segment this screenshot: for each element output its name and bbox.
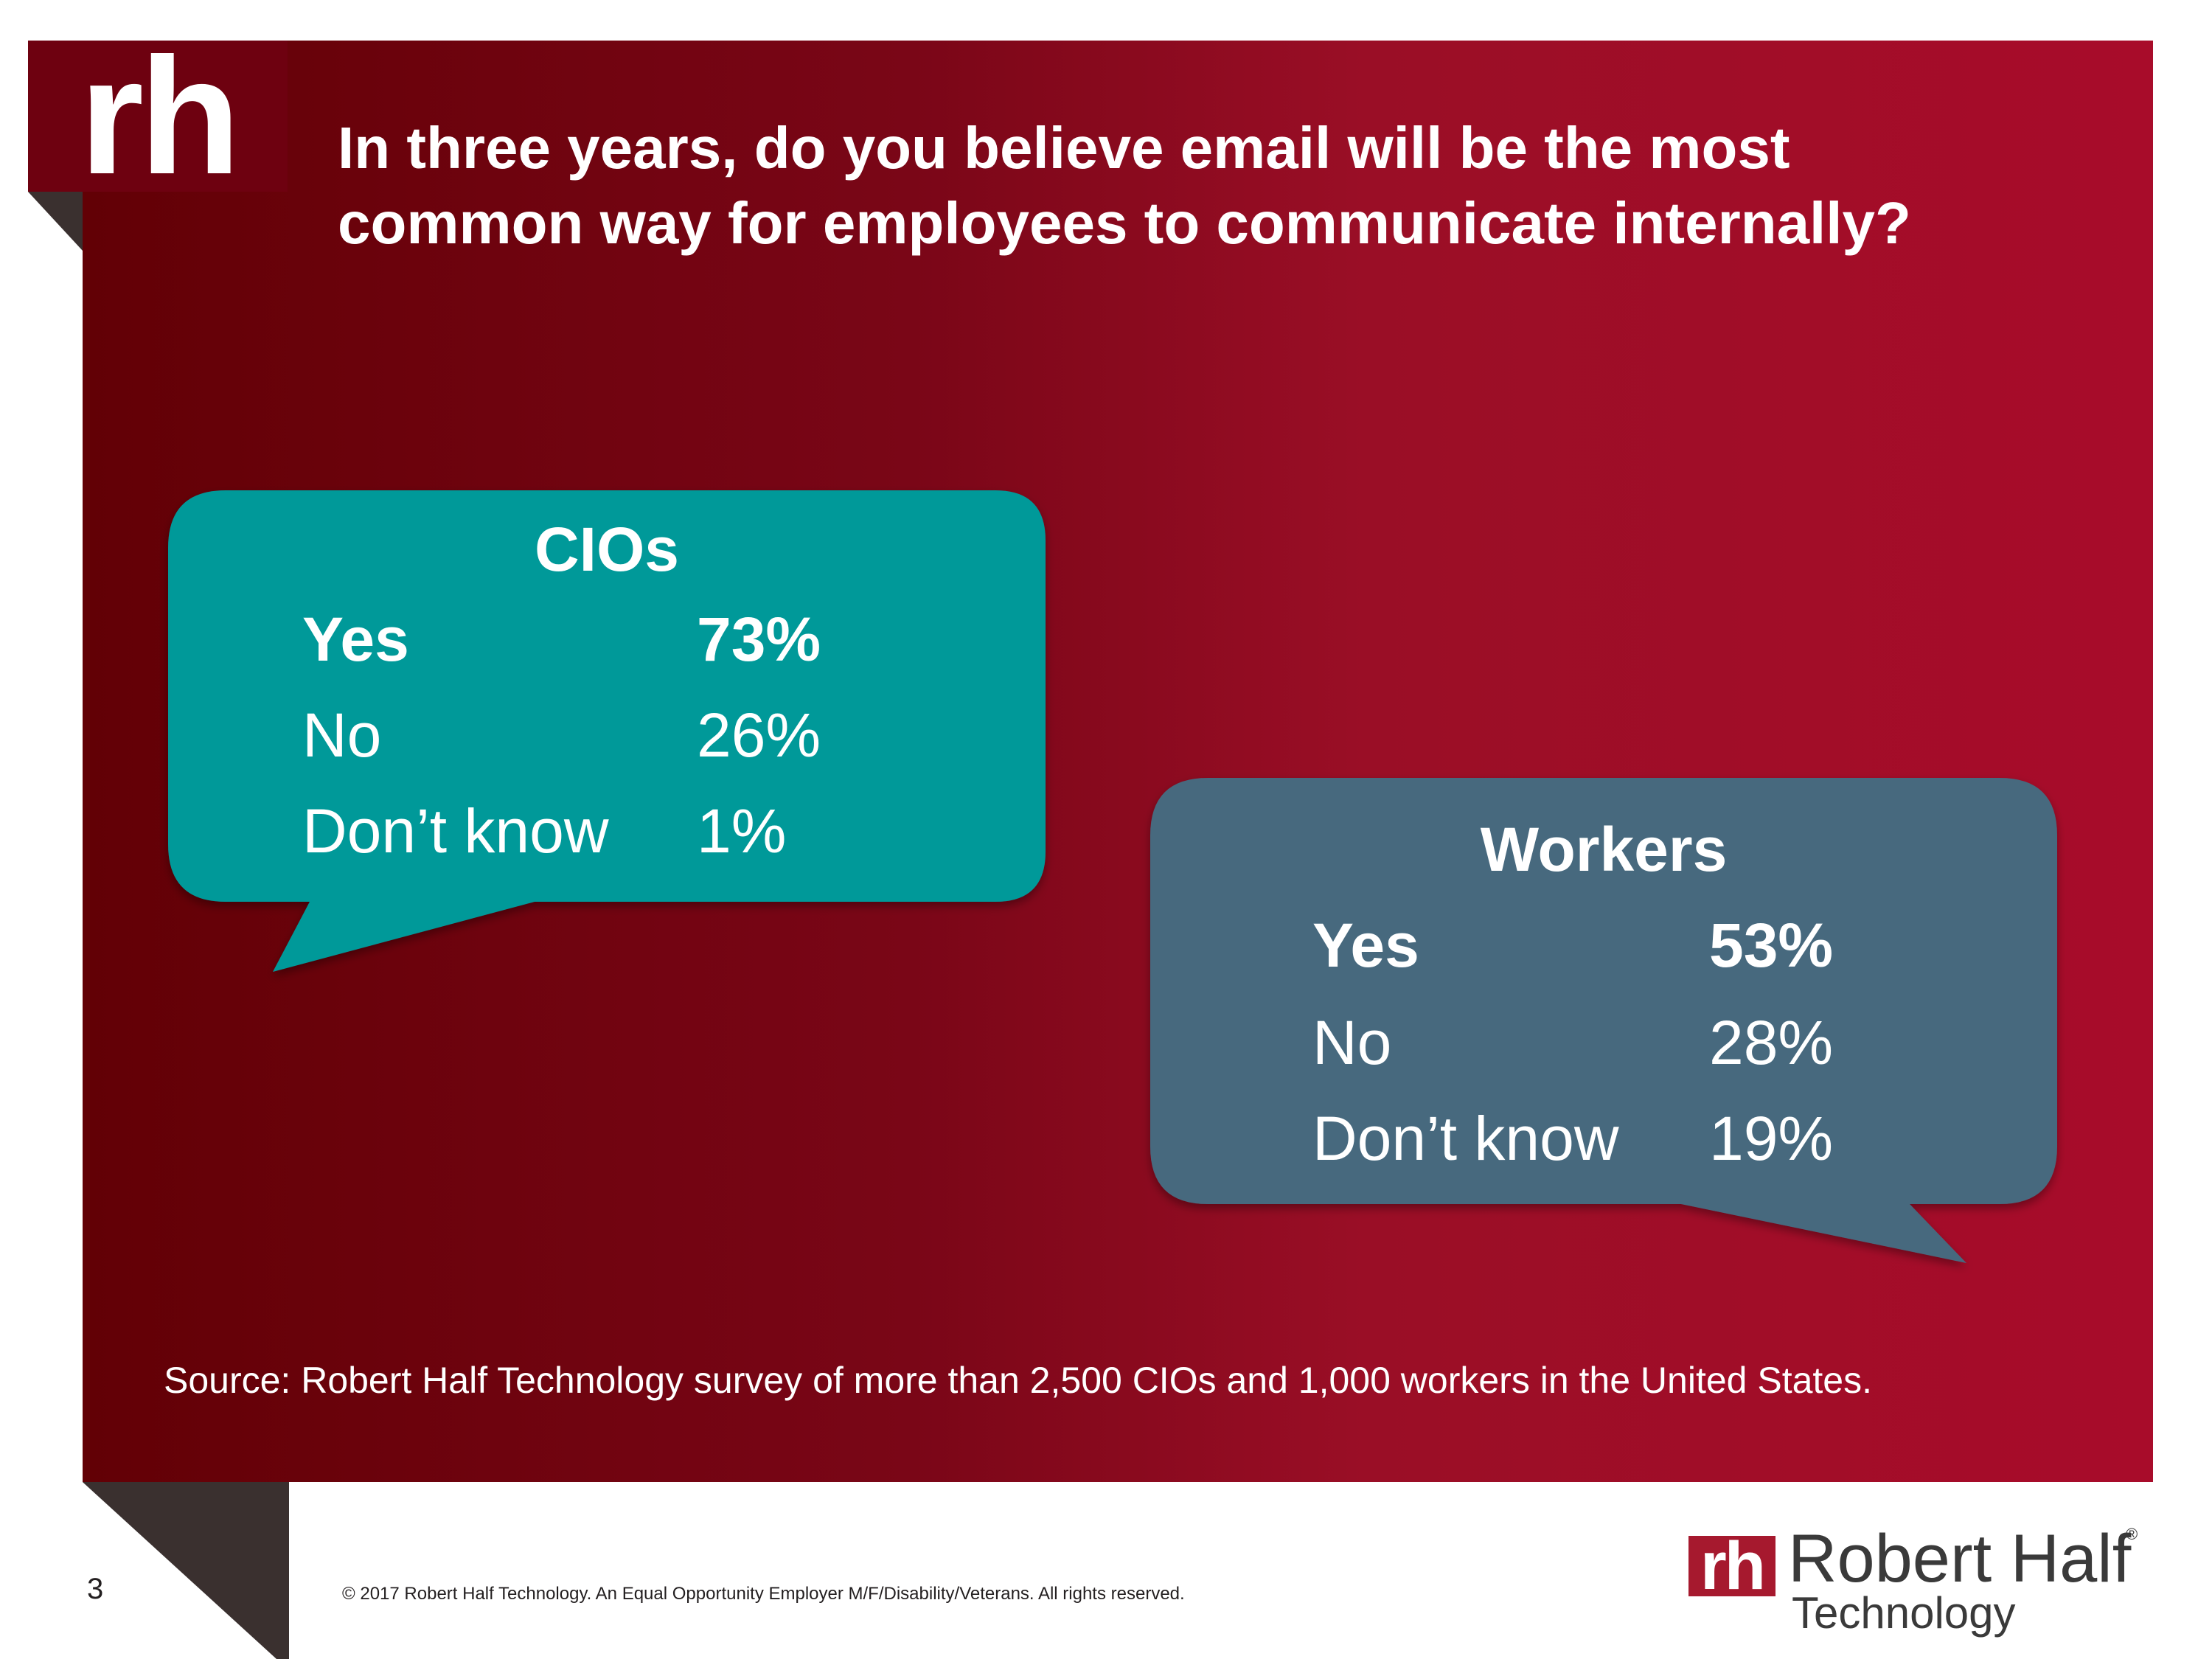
source-note: Source: Robert Half Technology survey of… xyxy=(164,1360,1872,1401)
bottom-left-corner-shape xyxy=(83,1482,289,1659)
copyright-notice: © 2017 Robert Half Technology. An Equal … xyxy=(342,1584,1185,1604)
brand-subtitle: Technology xyxy=(1792,1588,2016,1638)
cio-yes-label: Yes xyxy=(302,605,409,674)
workers-bubble xyxy=(1150,778,2057,1263)
workers-yes-value: 53% xyxy=(1709,911,1834,980)
logo-rh: rh xyxy=(79,23,241,209)
registered-mark: ® xyxy=(2126,1525,2138,1543)
cio-dontknow-label: Don’t know xyxy=(302,796,609,866)
brand-logo-mark: rh xyxy=(1688,1532,1775,1600)
workers-dontknow-label: Don’t know xyxy=(1312,1104,1619,1173)
workers-no-value: 28% xyxy=(1709,1008,1834,1077)
workers-yes-label: Yes xyxy=(1312,911,1419,980)
top-left-corner-shadow xyxy=(28,192,83,251)
page-number: 3 xyxy=(87,1573,104,1605)
page-title: In three years, do you believe email wil… xyxy=(338,111,2093,261)
title-line-2: common way for employees to communicate … xyxy=(338,190,1911,256)
workers-heading: Workers xyxy=(1480,815,1728,884)
brand-name: Robert Half xyxy=(1788,1521,2132,1596)
workers-no-label: No xyxy=(1312,1008,1392,1077)
logo-box xyxy=(28,41,288,192)
cio-no-label: No xyxy=(302,700,382,770)
cio-no-value: 26% xyxy=(697,700,821,770)
title-line-1: In three years, do you believe email wil… xyxy=(338,115,1790,181)
cio-heading: CIOs xyxy=(534,515,680,584)
cio-dontknow-value: 1% xyxy=(697,796,787,866)
workers-dontknow-value: 19% xyxy=(1709,1104,1834,1173)
cio-bubble xyxy=(168,490,1046,972)
cio-yes-value: 73% xyxy=(697,605,821,674)
